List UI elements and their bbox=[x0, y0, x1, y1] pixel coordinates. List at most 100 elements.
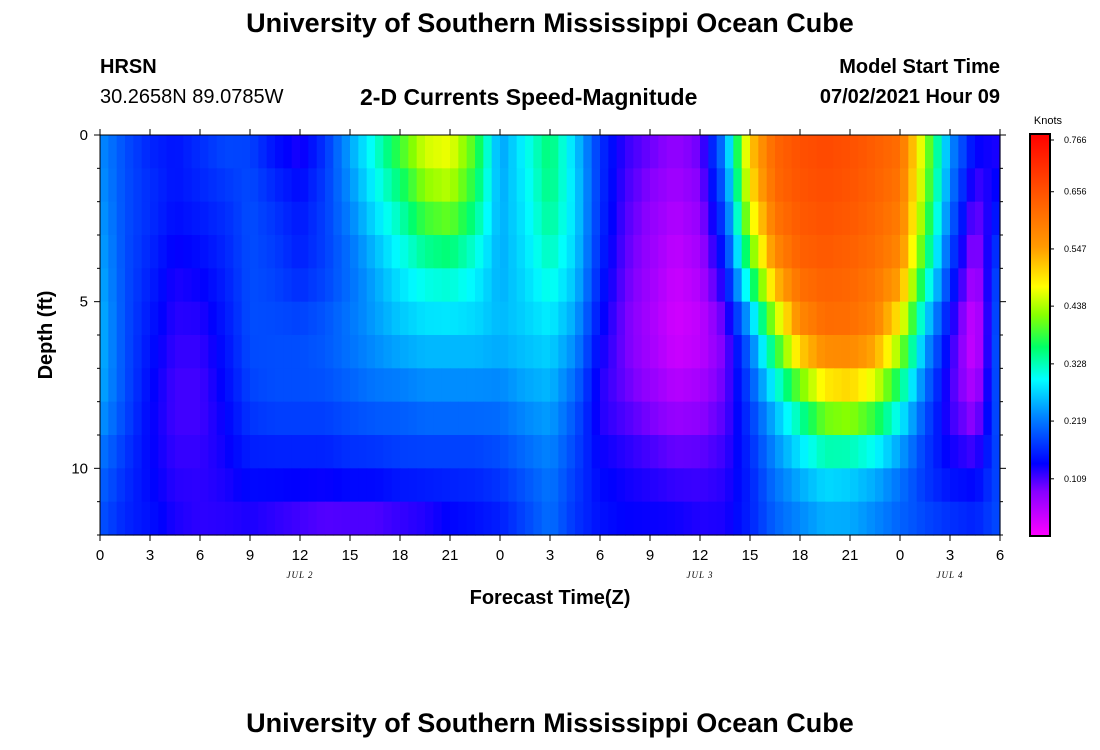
heatmap-cell bbox=[458, 435, 468, 469]
heatmap-cell bbox=[858, 235, 868, 269]
heatmap-cell bbox=[841, 235, 851, 269]
heatmap-cell bbox=[650, 368, 659, 403]
heatmap-cell bbox=[408, 135, 418, 169]
heatmap-cell bbox=[100, 468, 109, 503]
heatmap-cell bbox=[641, 335, 651, 369]
heatmap-cell bbox=[208, 368, 218, 403]
heatmap-cell bbox=[808, 368, 818, 403]
heatmap-cell bbox=[550, 301, 559, 336]
colorbar-ticks: 0.766 0.656 0.547 0.438 0.328 0.219 0.109 bbox=[1050, 135, 1087, 484]
heatmap-cell bbox=[908, 368, 918, 403]
heatmap-cell bbox=[358, 435, 368, 469]
heatmap-cell bbox=[566, 368, 576, 403]
heatmap-cell bbox=[125, 501, 134, 536]
heatmap-cell bbox=[591, 435, 601, 469]
heatmap-cell bbox=[791, 135, 801, 169]
heatmap-cell bbox=[325, 201, 334, 236]
heatmap-cell bbox=[666, 401, 676, 436]
heatmap-cell bbox=[266, 135, 276, 169]
heatmap-cell bbox=[608, 235, 618, 269]
heatmap-cell bbox=[541, 501, 551, 536]
heatmap-cell bbox=[400, 201, 409, 236]
heatmap-cell bbox=[866, 135, 876, 169]
heatmap-cell bbox=[425, 468, 434, 503]
heatmap-cell bbox=[225, 235, 234, 269]
heatmap-cell bbox=[833, 501, 843, 536]
heatmap-cell bbox=[558, 368, 568, 403]
heatmap-cell bbox=[891, 335, 901, 369]
heatmap-cell bbox=[708, 401, 718, 436]
heatmap-cell bbox=[750, 368, 759, 403]
heatmap-cell bbox=[758, 368, 768, 403]
heatmap-cell bbox=[316, 301, 326, 336]
heatmap-cell bbox=[491, 301, 501, 336]
x-tick-label: 18 bbox=[392, 547, 409, 564]
heatmap-cell bbox=[616, 401, 626, 436]
heatmap-cell bbox=[650, 201, 659, 236]
x-tick-label: 12 bbox=[292, 547, 309, 564]
heatmap-cell bbox=[891, 235, 901, 269]
heatmap-cell bbox=[675, 168, 684, 203]
heatmap-cell bbox=[975, 268, 984, 303]
heatmap-cell bbox=[558, 268, 568, 303]
heatmap-cell bbox=[500, 268, 509, 303]
heatmap-cell bbox=[408, 468, 418, 503]
heatmap-cell bbox=[491, 235, 501, 269]
heatmap-cell bbox=[566, 268, 576, 303]
date-label: JUL 4 bbox=[936, 570, 963, 580]
heatmap-cell bbox=[125, 301, 134, 336]
heatmap-cell bbox=[375, 301, 384, 336]
x-tick-label: 9 bbox=[646, 547, 654, 564]
heatmap-cell bbox=[600, 501, 609, 536]
heatmap-cell bbox=[325, 501, 334, 536]
heatmap-cell bbox=[983, 301, 993, 336]
heatmap-cell bbox=[133, 335, 143, 369]
heatmap-cell bbox=[158, 368, 168, 403]
heatmap-cell bbox=[383, 335, 393, 369]
heatmap-cell bbox=[950, 435, 959, 469]
heatmap-cell bbox=[383, 235, 393, 269]
heatmap-cell bbox=[775, 468, 784, 503]
heatmap-cell bbox=[791, 201, 801, 236]
heatmap-cell bbox=[658, 335, 668, 369]
heatmap-cell bbox=[850, 168, 859, 203]
heatmap-cell bbox=[575, 501, 584, 536]
heatmap-cell bbox=[883, 401, 893, 436]
heatmap-cell bbox=[608, 335, 618, 369]
heatmap-cell bbox=[725, 468, 734, 503]
heatmap-cell bbox=[641, 301, 651, 336]
heatmap-cell bbox=[116, 168, 126, 203]
heatmap-cell bbox=[850, 368, 859, 403]
heatmap-cell bbox=[225, 335, 234, 369]
heatmap-cell bbox=[716, 335, 726, 369]
heatmap-cell bbox=[125, 135, 134, 169]
heatmap-cell bbox=[358, 201, 368, 236]
date-label: JUL 3 bbox=[686, 570, 713, 580]
heatmap-cell bbox=[766, 468, 776, 503]
heatmap-cell bbox=[216, 235, 226, 269]
heatmap-cell bbox=[808, 201, 818, 236]
heatmap-cell bbox=[525, 335, 534, 369]
heatmap-cell bbox=[441, 301, 451, 336]
heatmap-cell bbox=[366, 435, 376, 469]
heatmap-cell bbox=[416, 468, 426, 503]
heatmap-cell bbox=[808, 135, 818, 169]
heatmap-cell bbox=[758, 335, 768, 369]
heatmap-cell bbox=[200, 268, 209, 303]
heatmap-cell bbox=[916, 268, 926, 303]
heatmap-cell bbox=[183, 168, 193, 203]
heatmap-cell bbox=[966, 468, 976, 503]
heatmap-cell bbox=[875, 501, 884, 536]
heatmap-cell bbox=[991, 435, 1001, 469]
heatmap-cell bbox=[991, 301, 1001, 336]
heatmap-cell bbox=[766, 168, 776, 203]
heatmap-cell bbox=[466, 501, 476, 536]
heatmap-cell bbox=[183, 301, 193, 336]
heatmap-cell bbox=[450, 368, 459, 403]
heatmap-cell bbox=[308, 401, 318, 436]
heatmap-cell bbox=[200, 301, 209, 336]
heatmap-cell bbox=[175, 268, 184, 303]
heatmap-cell bbox=[150, 335, 159, 369]
heatmap-cell bbox=[491, 368, 501, 403]
heatmap-cell bbox=[933, 435, 943, 469]
